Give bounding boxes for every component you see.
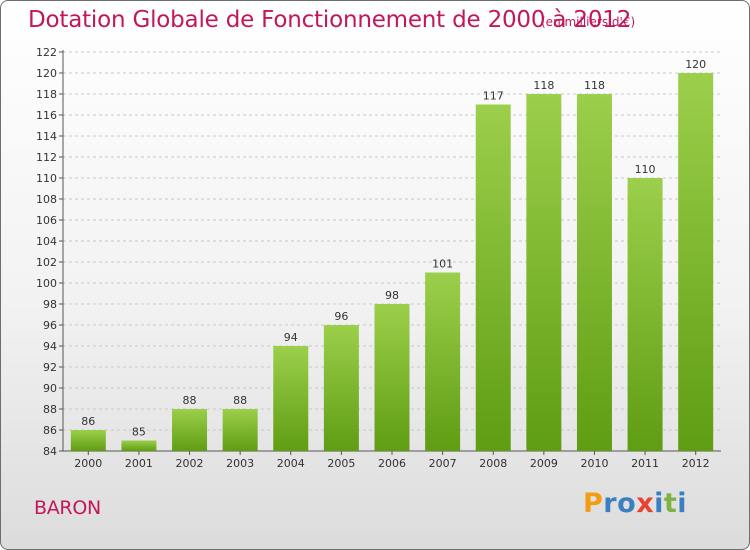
y-tick-label: 116 (36, 109, 57, 122)
y-tick-label: 108 (36, 193, 57, 206)
bar-value-label: 101 (432, 258, 453, 271)
bar-value-label: 94 (284, 331, 298, 344)
bar (323, 325, 359, 451)
bar-value-label: 85 (132, 426, 146, 439)
x-tick-label: 2006 (378, 457, 406, 470)
bar-value-label: 96 (334, 310, 348, 323)
bar (222, 409, 258, 451)
bar (374, 304, 410, 451)
y-tick-label: 92 (43, 361, 57, 374)
bar-value-label: 120 (685, 58, 706, 71)
y-tick-label: 90 (43, 382, 57, 395)
chart-subtitle: (en milliers d'€) (541, 15, 636, 29)
x-tick-label: 2005 (327, 457, 355, 470)
bar-value-label: 118 (584, 79, 605, 92)
x-tick-label: 2010 (580, 457, 608, 470)
logo-letter: x (636, 488, 655, 519)
y-tick-label: 120 (36, 67, 57, 80)
bar-value-label: 118 (533, 79, 554, 92)
bar-value-label: 117 (483, 90, 504, 103)
logo-letter: i (654, 488, 664, 519)
bar (576, 94, 612, 451)
y-tick-label: 98 (43, 298, 57, 311)
bar-value-label: 110 (635, 163, 656, 176)
commune-name: BARON (34, 497, 101, 519)
bar (526, 94, 562, 451)
y-tick-label: 86 (43, 424, 57, 437)
y-tick-label: 100 (36, 277, 57, 290)
y-tick-label: 94 (43, 340, 57, 353)
bar (627, 178, 663, 451)
x-tick-label: 2002 (176, 457, 204, 470)
x-tick-label: 2004 (277, 457, 305, 470)
bar-value-label: 88 (233, 394, 247, 407)
bar (273, 346, 309, 451)
bar-value-label: 88 (183, 394, 197, 407)
y-tick-label: 122 (36, 46, 57, 59)
y-tick-label: 96 (43, 319, 57, 332)
x-tick-label: 2012 (682, 457, 710, 470)
y-tick-label: 84 (43, 445, 57, 458)
bar (425, 272, 461, 451)
y-tick-label: 88 (43, 403, 57, 416)
x-tick-label: 2011 (631, 457, 659, 470)
x-tick-label: 2008 (479, 457, 507, 470)
y-tick-label: 114 (36, 130, 57, 143)
chart-title: Dotation Globale de Fonctionnement de 20… (28, 7, 632, 33)
proxiti-logo[interactable]: Proxiti (583, 488, 687, 519)
y-tick-label: 106 (36, 214, 57, 227)
bar-value-label: 98 (385, 289, 399, 302)
logo-letter: t (663, 488, 678, 519)
bar (475, 104, 511, 451)
y-tick-label: 110 (36, 172, 57, 185)
y-tick-label: 104 (36, 235, 57, 248)
bar (121, 440, 157, 451)
x-tick-label: 2003 (226, 457, 254, 470)
bar (172, 409, 208, 451)
logo-letter: o (617, 488, 637, 519)
bar (70, 430, 106, 451)
bar (678, 73, 714, 451)
x-tick-label: 2000 (74, 457, 102, 470)
bar-value-label: 86 (81, 415, 95, 428)
y-tick-label: 102 (36, 256, 57, 269)
x-tick-label: 2007 (429, 457, 457, 470)
x-tick-label: 2009 (530, 457, 558, 470)
logo-letter: P (583, 488, 604, 519)
y-tick-label: 112 (36, 151, 57, 164)
logo-letter: i (677, 488, 688, 519)
logo-letter: r (603, 488, 618, 519)
y-tick-label: 118 (36, 88, 57, 101)
x-tick-label: 2001 (125, 457, 153, 470)
